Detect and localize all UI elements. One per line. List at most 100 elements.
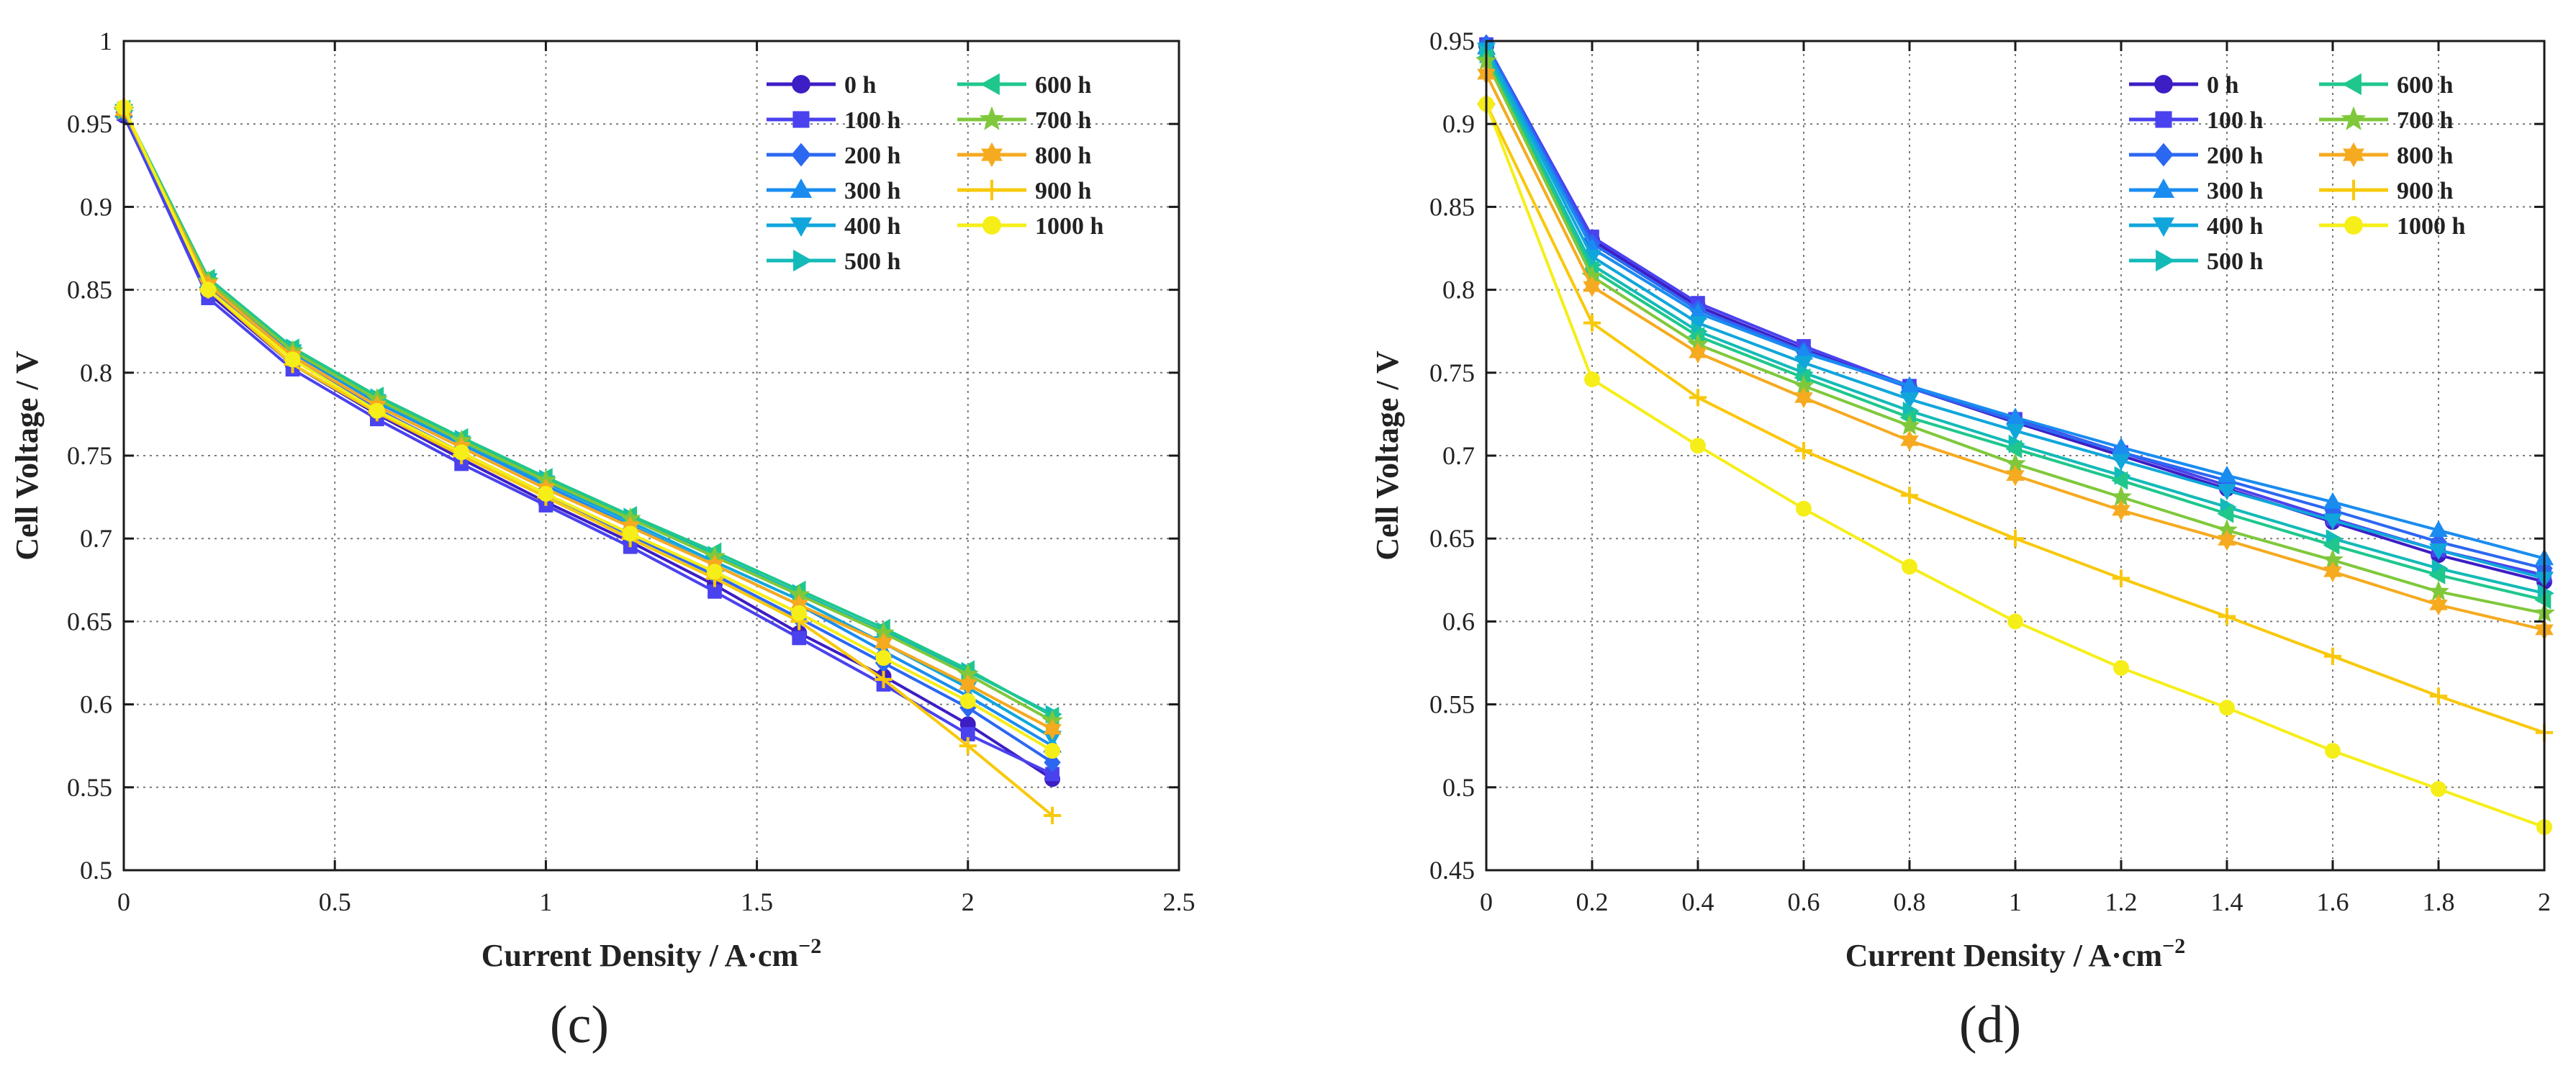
data-point (1796, 500, 1812, 517)
plot-frame-c (122, 40, 1180, 872)
y-tick-label: 0.9 (1442, 109, 1475, 138)
legend-label: 100 h (844, 107, 901, 134)
legend-item-500h: 500 h (767, 248, 901, 275)
chart-panel-c: 0 0.5 1 1.5 2 2.50.50.550.60.650.70.750.80.85… (9, 27, 1196, 1054)
legend-marker (2154, 143, 2174, 167)
data-point (1689, 342, 1707, 363)
data-point (1900, 392, 1919, 410)
legend-label: 0 h (844, 72, 877, 99)
data-point (791, 605, 808, 621)
series-1000h (1478, 96, 2552, 836)
data-point (2429, 543, 2448, 560)
data-point (2429, 520, 2448, 537)
y-tick-label: 0.65 (67, 607, 112, 636)
x-tick-label: 1 (539, 887, 552, 916)
data-point (2112, 453, 2130, 471)
legend-label: 300 h (2207, 178, 2264, 204)
data-point (1043, 718, 1062, 740)
y-tick-label: 0.5 (1442, 773, 1475, 802)
legend-c: 0 h 100 h 200 h 300 h 400 h 500 h 600 h 700 h 80… (767, 72, 1104, 275)
series-line (122, 107, 1054, 817)
data-point (2111, 471, 2128, 490)
legend-label: 200 h (2207, 143, 2264, 169)
series-600h (1476, 48, 2552, 610)
series-300h (114, 101, 1062, 753)
x-tick-label: 0 (1480, 887, 1493, 916)
legend-marker (2155, 111, 2172, 128)
panel-label-d: (d) (1959, 995, 2021, 1054)
legend-marker (792, 111, 810, 128)
legend-marker (980, 142, 1003, 168)
x-tick-label: 0.2 (1576, 887, 1609, 916)
series-line (122, 112, 1054, 764)
data-point (2006, 530, 2025, 548)
x-tick-label: 0.4 (1682, 887, 1714, 916)
data-point (200, 281, 217, 298)
y-tick-label: 0.5 (80, 856, 112, 885)
y-tick-label: 0.65 (1429, 524, 1475, 553)
data-point (1583, 276, 1601, 297)
data-point (2534, 590, 2552, 610)
data-point (622, 525, 638, 542)
series-d (1475, 34, 2555, 836)
data-point (2323, 536, 2340, 555)
legend-item-1000h: 1000 h (2319, 213, 2466, 240)
data-point (2431, 781, 2446, 798)
x-axis-label-text-c: Current Density / A·cm (482, 938, 798, 973)
legend-item-300h: 300 h (2129, 178, 2264, 204)
x-tick-label: 2 (2538, 887, 2551, 916)
y-tick-label: 0.45 (1429, 856, 1475, 885)
data-point (1902, 559, 1917, 575)
data-point (2006, 424, 2025, 441)
legend-label: 200 h (844, 143, 901, 169)
y-axis-label-d: Cell Voltage / V (1370, 351, 1405, 561)
legend-label: 700 h (2397, 107, 2454, 134)
data-point (1900, 430, 1919, 452)
series-800h (114, 99, 1062, 740)
legend-item-400h: 400 h (767, 213, 901, 240)
legend-item-100h: 100 h (2129, 107, 2264, 134)
legend-marker (2156, 249, 2175, 272)
data-point (453, 444, 470, 461)
legend-d: 0 h 100 h 200 h 300 h 400 h 500 h 600 h 700 h 80… (2129, 72, 2466, 275)
ticks-c: 0 0.5 1 1.5 2 2.50.50.550.60.650.70.750.80.85… (67, 27, 1196, 916)
data-point (1794, 356, 1813, 373)
data-point (707, 564, 723, 580)
data-point (959, 737, 977, 755)
legend-marker (790, 217, 813, 237)
legend-item-200h: 200 h (767, 143, 901, 169)
x-tick-label: 1.4 (2211, 887, 2243, 916)
series-line (122, 109, 1054, 723)
x-tick-label: 2 (962, 887, 975, 916)
data-point (2112, 500, 2130, 521)
data-point (1044, 743, 1061, 759)
x-axis-label-text-d: Current Density / A·cm (1845, 938, 2162, 973)
x-axis-label-exponent-c: −2 (798, 934, 821, 958)
data-point (2218, 465, 2236, 482)
x-tick-label: 0.6 (1788, 887, 1820, 916)
series-line (122, 107, 1054, 752)
legend-marker (791, 143, 811, 167)
y-tick-label: 0.9 (80, 192, 112, 221)
legend-label: 400 h (2207, 213, 2264, 240)
x-axis-label-exponent-d: −2 (2162, 934, 2185, 958)
series-800h (1477, 63, 2554, 641)
x-tick-label: 2.5 (1163, 887, 1196, 916)
data-point (875, 670, 892, 689)
x-tick-label: 1.2 (2105, 887, 2138, 916)
data-point (959, 693, 976, 709)
data-point (2323, 513, 2342, 530)
legend-marker (2154, 75, 2173, 94)
data-point (1900, 487, 1919, 505)
data-point (2218, 607, 2236, 625)
y-tick-label: 0.85 (67, 276, 112, 304)
data-point (1689, 389, 1707, 407)
gridlines-c (124, 41, 1179, 870)
legend-label: 0 h (2207, 72, 2239, 99)
data-point (2218, 529, 2236, 551)
legend-label: 800 h (1035, 143, 1092, 169)
legend-item-800h: 800 h (957, 142, 1092, 169)
x-axis-label-c: Current Density / A·cm−2 (482, 934, 821, 973)
legend-marker (2152, 217, 2175, 237)
